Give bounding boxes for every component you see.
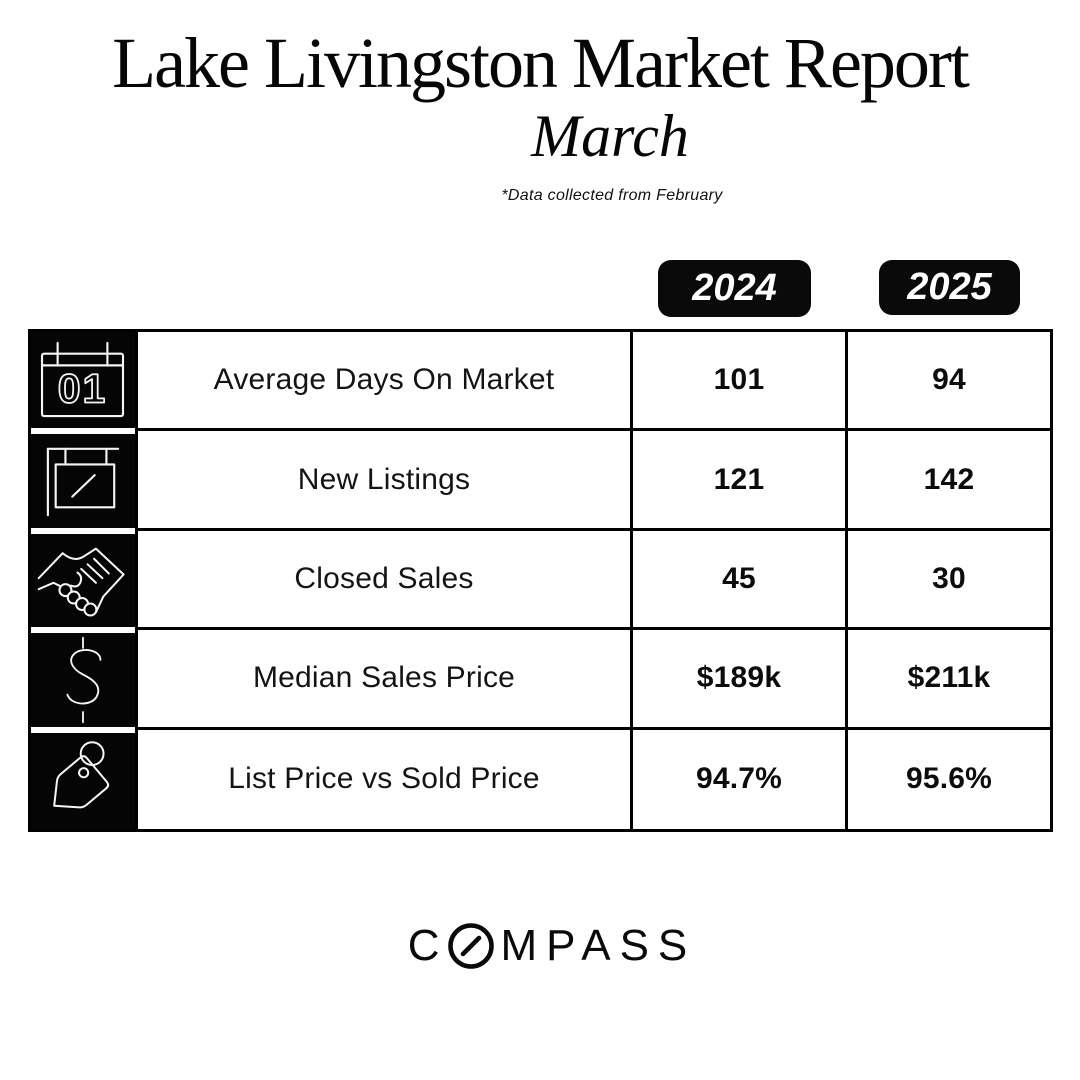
- compass-logo-c: C: [407, 921, 449, 970]
- metric-label: Median Sales Price: [138, 630, 633, 730]
- compass-o-icon: [447, 922, 495, 970]
- calendar-icon: 01: [31, 332, 135, 429]
- icon-cell: [31, 729, 138, 829]
- icon-cell: [31, 630, 138, 730]
- dollar-icon: [31, 633, 135, 727]
- sign-icon: [31, 434, 135, 528]
- value-2024: 45: [633, 530, 848, 631]
- page-title: Lake Livingston Market Report: [112, 23, 970, 103]
- svg-text:01: 01: [58, 366, 107, 412]
- value-2025: $211k: [848, 630, 1050, 730]
- tag-icon: [31, 732, 135, 829]
- icon-cell: [31, 530, 138, 631]
- market-stats-table: 01 Average Days On Market 101 94 New Lis…: [28, 329, 1053, 832]
- value-2025: 95.6%: [905, 762, 993, 796]
- value-2025: 94: [848, 332, 1050, 432]
- value-2024: $189k: [633, 630, 848, 730]
- metric-label: New Listings: [138, 431, 633, 531]
- metric-label: Average Days On Market: [138, 332, 633, 432]
- icon-cell: [31, 431, 138, 531]
- data-source-note: *Data collected from February: [501, 187, 723, 204]
- year-badge-2024: 2024: [658, 260, 811, 317]
- month-subtitle: March: [531, 103, 689, 169]
- icon-cell: 01: [31, 332, 138, 432]
- compass-logo: C MPASS: [0, 921, 1080, 971]
- value-2024: 101: [633, 332, 848, 432]
- metric-label: List Price vs Sold Price: [138, 729, 633, 829]
- value-2024: 121: [633, 431, 848, 531]
- handshake-icon: [31, 533, 135, 628]
- value-2024: 94.7%: [633, 729, 848, 829]
- metric-label: Closed Sales: [138, 530, 633, 631]
- year-badge-2025: 2025: [879, 260, 1020, 315]
- value-2025: 30: [848, 531, 1050, 631]
- compass-logo-rest: MPASS: [500, 921, 697, 970]
- value-2025: 142: [848, 431, 1050, 531]
